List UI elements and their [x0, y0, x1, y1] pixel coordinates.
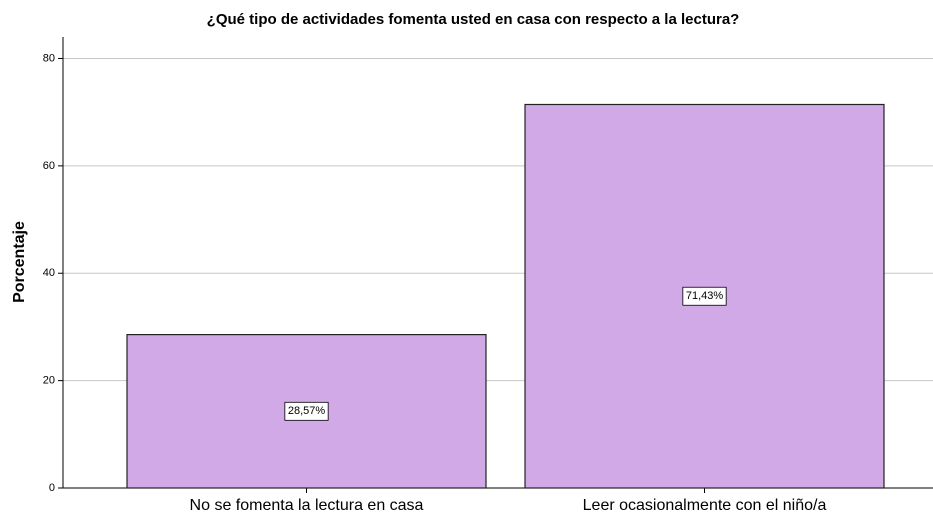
value-label-box [682, 286, 727, 306]
y-tick-label: 60 [43, 160, 55, 172]
chart-title: ¿Qué tipo de actividades fomenta usted e… [207, 11, 740, 28]
y-axis-label: Porcentaje [11, 221, 28, 303]
value-label: 71,43% [686, 290, 724, 302]
y-tick-label: 0 [49, 482, 55, 494]
y-tick-label: 80 [43, 52, 55, 64]
value-label: 28,57% [288, 405, 326, 417]
y-tick-label: 40 [43, 267, 55, 279]
y-tick-label: 20 [43, 375, 55, 387]
x-tick-label: Leer ocasionalmente con el niño/a [583, 497, 827, 514]
x-tick-label: No se fomenta la lectura en casa [190, 497, 424, 514]
value-label-box [284, 401, 329, 421]
